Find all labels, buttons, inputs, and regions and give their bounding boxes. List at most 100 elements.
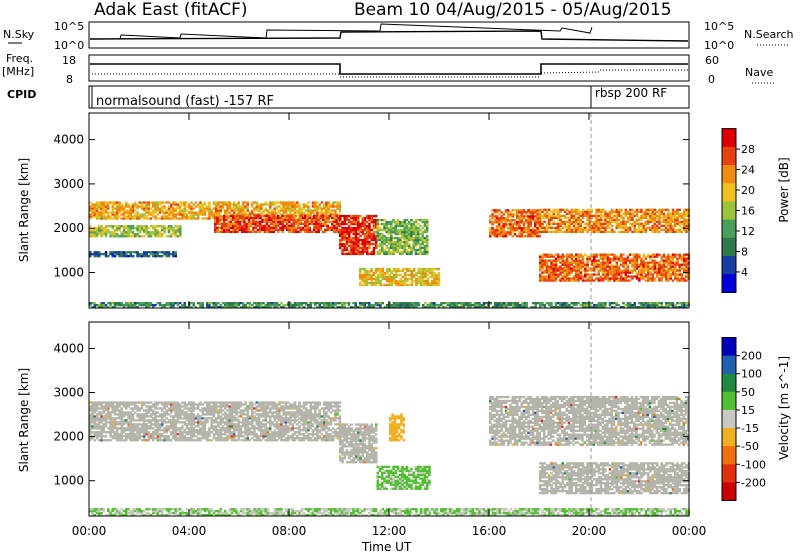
velocity-echo-cell [129, 423, 132, 426]
power-echo-cell [593, 230, 596, 233]
power-echo-cell [314, 304, 317, 307]
power-echo-cell [545, 263, 549, 266]
power-echo-cell [509, 304, 513, 307]
power-echo-cell [234, 214, 237, 217]
power-echo-cell [575, 261, 578, 264]
power-echo-cell [91, 215, 94, 218]
power-echo-cell [579, 259, 582, 262]
power-echo-cell [385, 222, 388, 226]
power-echo-cell [493, 235, 496, 238]
power-echo-cell [462, 306, 465, 309]
power-echo-cell [348, 224, 351, 228]
power-echo-cell [269, 205, 272, 208]
power-echo-cell [397, 304, 400, 307]
power-echo-cell [392, 236, 395, 240]
power-echo-cell [363, 302, 366, 305]
power-echo-cell [656, 255, 659, 258]
power-echo-cell [527, 231, 530, 234]
power-echo-cell [401, 230, 404, 234]
velocity-echo-cell [122, 405, 126, 408]
power-echo-cell [214, 228, 217, 231]
power-echo-cell [372, 224, 376, 228]
power-echo-cell [337, 222, 341, 225]
power-echo-cell [683, 216, 686, 219]
power-echo-cell [370, 250, 373, 254]
power-echo-cell [527, 211, 530, 214]
power-echo-cell [495, 217, 499, 220]
power-echo-cell [620, 277, 623, 280]
power-echo-cell [660, 271, 663, 274]
power-echo-cell [633, 304, 636, 307]
power-echo-cell [678, 224, 681, 227]
power-echo-cell [229, 220, 233, 223]
power-echo-cell [640, 224, 643, 227]
power-echo-cell [361, 279, 364, 283]
power-echo-cell [223, 218, 226, 221]
power-echo-cell [676, 222, 679, 225]
power-echo-cell [541, 253, 544, 256]
velocity-echo-cell [125, 433, 128, 436]
power-echo-cell [667, 302, 670, 305]
power-echo-cell [208, 306, 211, 309]
power-echo-cell [685, 304, 688, 307]
velocity-echo-cell [107, 427, 110, 430]
power-echo-cell [381, 275, 384, 279]
power-echo-cell [401, 250, 404, 254]
velocity-echo-cell [89, 431, 92, 434]
power-echo-cell [167, 304, 171, 307]
power-echo-cell [590, 259, 594, 262]
power-echo-cell [254, 214, 258, 217]
power-echo-cell [638, 226, 641, 229]
power-echo-cell [395, 306, 398, 309]
power-echo-cell [236, 214, 239, 217]
power-echo-cell [399, 240, 402, 244]
power-echo-cell [649, 257, 652, 260]
velocity-echo-cell [129, 421, 132, 424]
power-echo-cell [363, 277, 366, 281]
power-echo-cell [230, 302, 234, 305]
power-echo-cell [566, 304, 569, 307]
power-echo-cell [408, 304, 411, 307]
power-echo-cell [339, 234, 342, 238]
power-echo-cell [247, 228, 251, 231]
power-echo-cell [428, 267, 432, 271]
power-echo-cell [674, 228, 677, 231]
power-echo-cell [392, 277, 396, 281]
power-echo-cell [392, 242, 395, 246]
power-echo-cell [319, 228, 323, 231]
power-echo-cell [489, 233, 492, 236]
power-echo-cell [109, 251, 112, 254]
power-echo-cell [611, 275, 614, 278]
power-echo-cell [379, 304, 382, 307]
power-echo-cell [147, 251, 150, 254]
power-echo-cell [415, 302, 418, 305]
power-echo-cell [572, 259, 576, 262]
power-echo-cell [651, 279, 654, 282]
power-echo-cell [507, 209, 510, 212]
power-echo-cell [259, 230, 262, 233]
power-echo-cell [328, 226, 332, 229]
power-echo-cell [572, 218, 576, 221]
power-echo-cell [268, 226, 271, 229]
power-echo-cell [270, 216, 273, 219]
power-echo-cell [435, 283, 438, 287]
power-echo-cell [522, 209, 526, 212]
power-echo-cell [662, 263, 666, 266]
power-echo-cell [570, 216, 573, 219]
power-echo-cell [245, 228, 248, 231]
power-echo-cell [292, 218, 296, 221]
power-echo-cell [624, 214, 627, 217]
power-echo-cell [604, 273, 607, 276]
power-echo-cell [134, 304, 137, 307]
power-echo-cell [283, 218, 287, 221]
power-echo-cell [256, 224, 260, 227]
power-echo-cell [590, 273, 594, 276]
power-echo-cell [541, 277, 544, 280]
velocity-echo-cell [98, 425, 101, 428]
power-echo-cell [172, 251, 175, 254]
power-echo-cell [127, 255, 130, 258]
power-echo-cell [554, 230, 558, 233]
power-echo-cell [352, 232, 355, 236]
power-echo-cell [291, 209, 294, 212]
power-echo-cell [426, 304, 429, 307]
